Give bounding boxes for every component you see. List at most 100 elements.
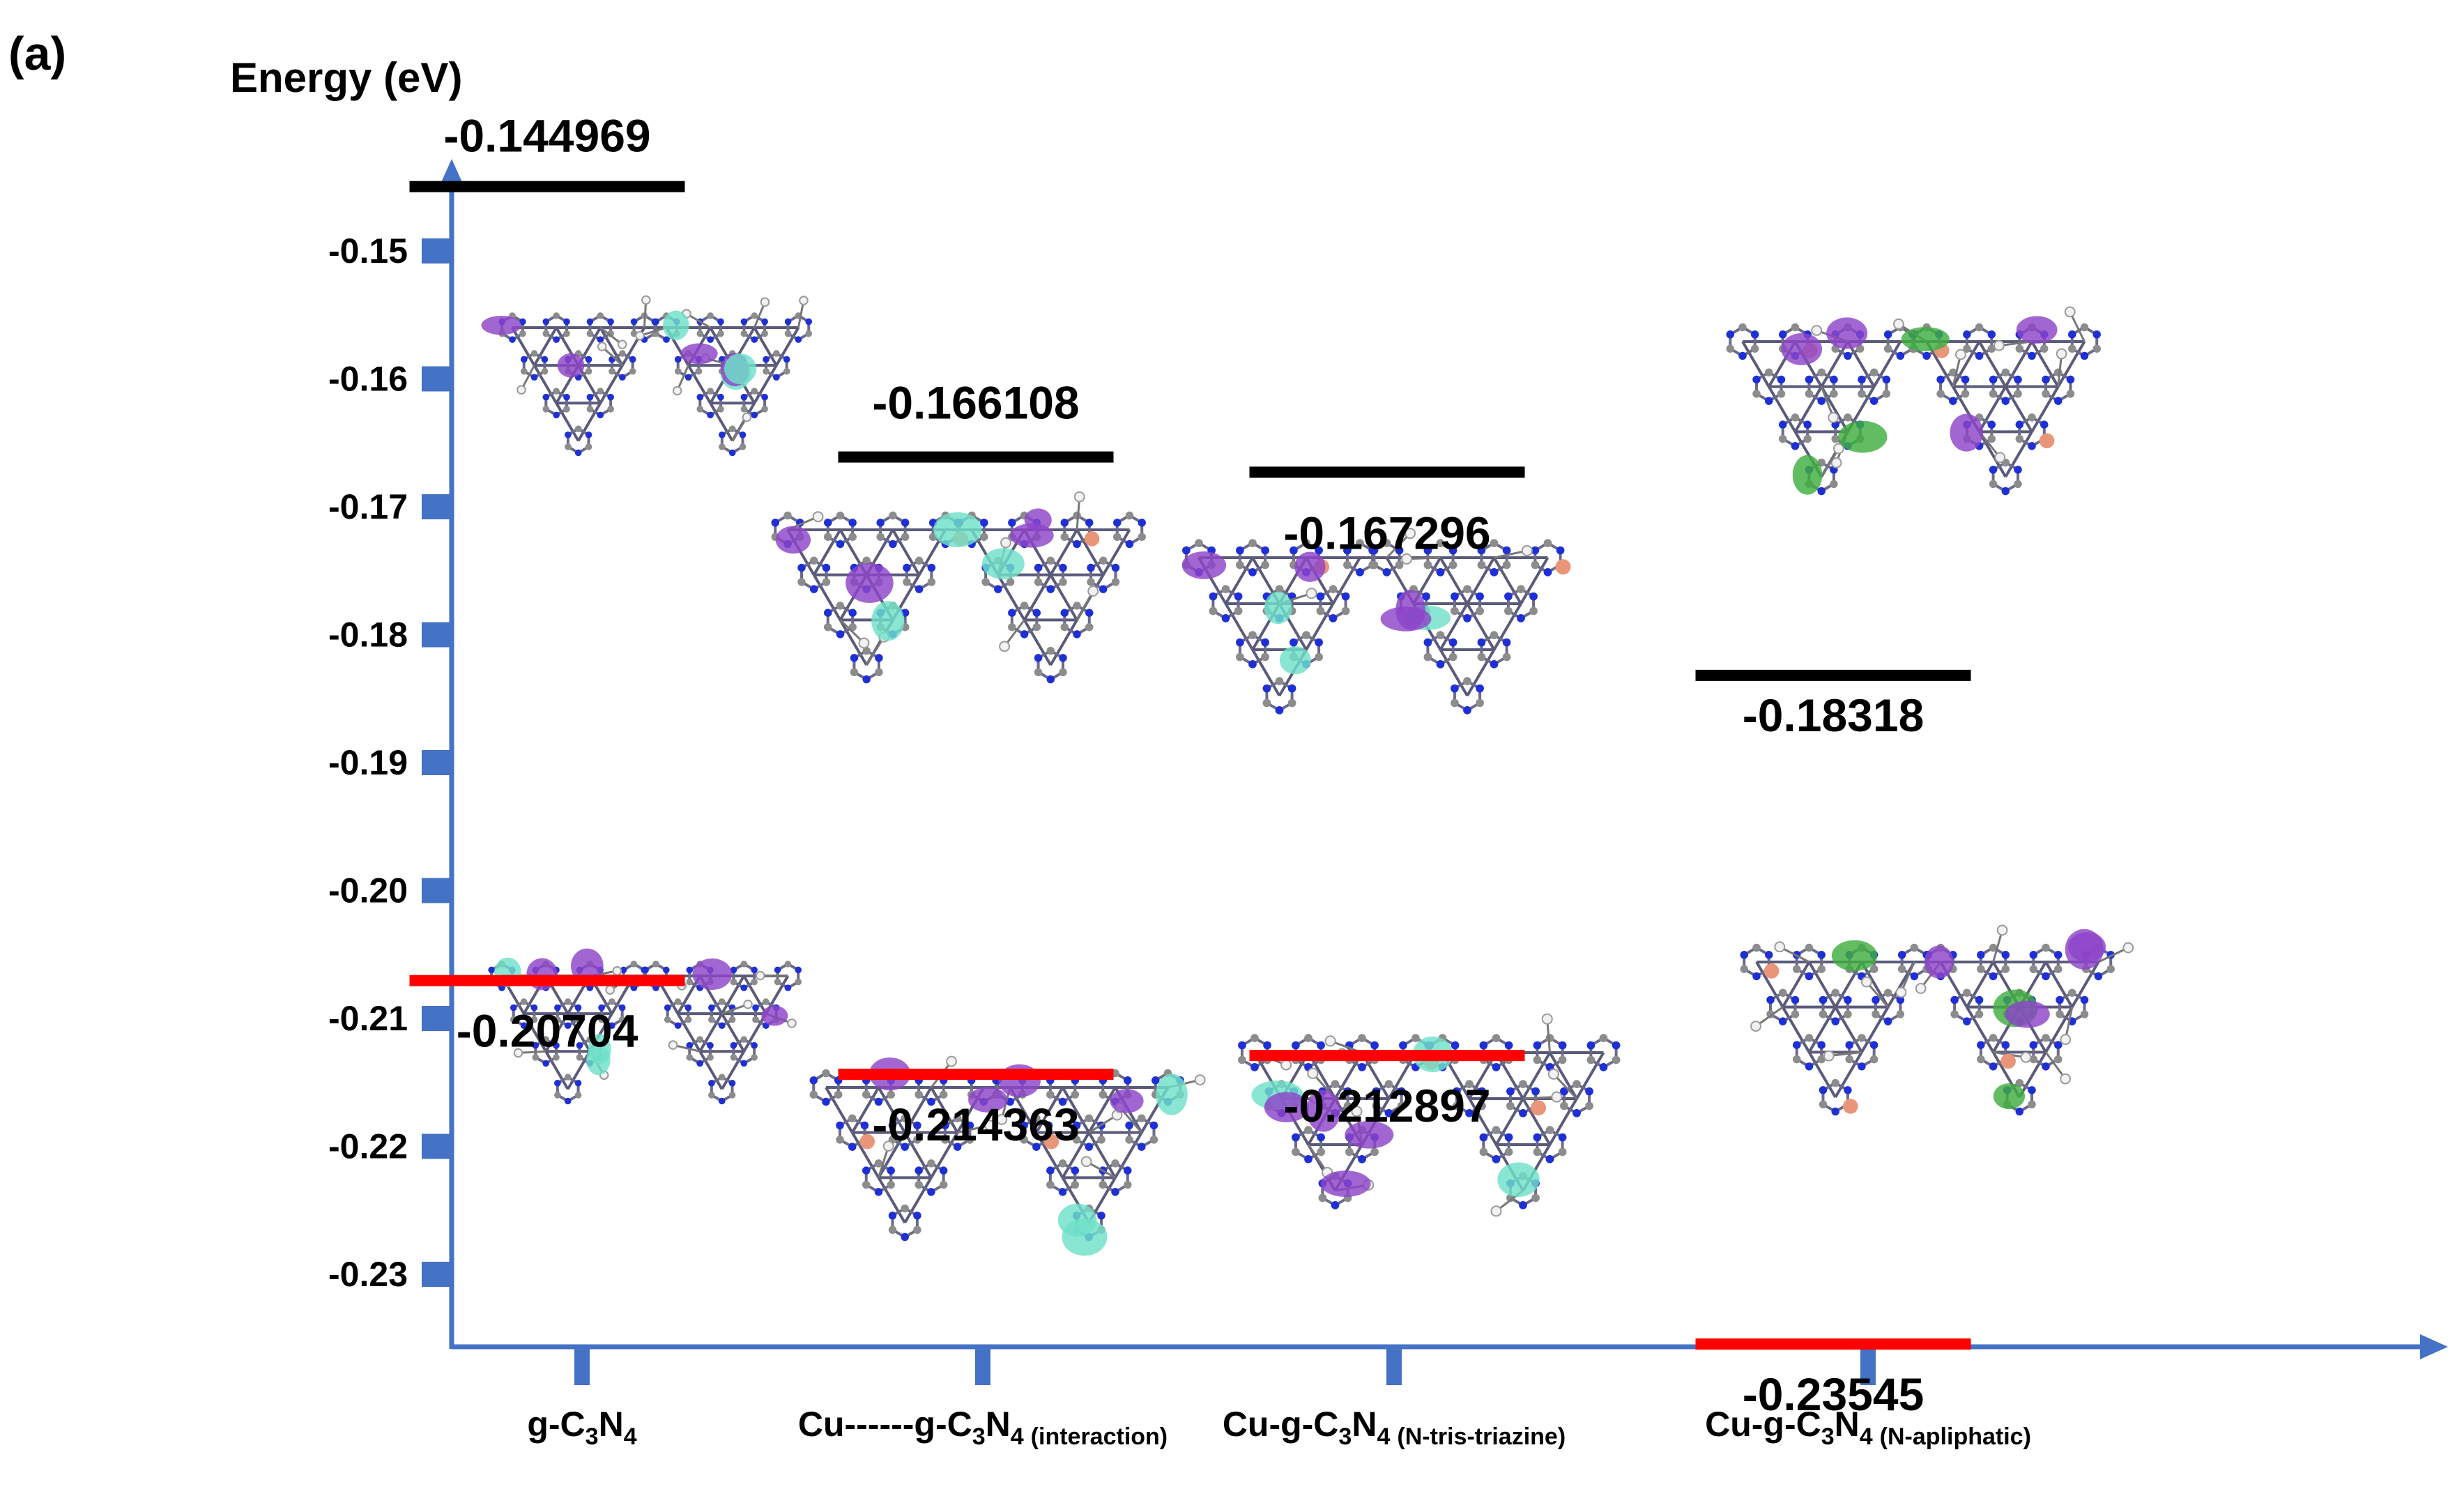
bond: [1076, 496, 1081, 530]
nitrogen-atom: [1531, 546, 1540, 555]
bond: [1782, 961, 1811, 1008]
carbon-atom: [609, 998, 615, 1005]
bond: [1085, 1160, 1116, 1179]
nitrogen-atom: [1831, 1017, 1839, 1025]
nitrogen-atom: [1479, 1133, 1488, 1142]
bond: [877, 1177, 906, 1224]
bond: [533, 365, 558, 404]
nitrogen-atom: [564, 1022, 572, 1030]
bond: [1782, 1006, 1811, 1053]
bond: [775, 326, 800, 367]
orbital-lobe: [724, 353, 757, 385]
nitrogen-atom: [1830, 375, 1838, 384]
carbon-atom: [1740, 965, 1748, 973]
nitrogen-atom: [1060, 609, 1069, 617]
carbon-atom: [717, 330, 724, 337]
bond: [1049, 574, 1078, 621]
nitrogen-atom: [586, 393, 594, 401]
bond: [1494, 549, 1528, 559]
carbon-atom: [1506, 1101, 1515, 1110]
bond: [2004, 431, 2033, 478]
carbon-atom: [684, 1016, 692, 1023]
carbon-atom: [1059, 668, 1067, 677]
nitrogen-atom: [2068, 330, 2076, 339]
copper-atom: [1763, 963, 1780, 979]
nitrogen-atom: [1370, 546, 1379, 555]
nitrogen-atom: [1477, 638, 1486, 647]
nitrogen-atom: [1006, 1097, 1014, 1106]
carbon-atom: [1358, 1034, 1366, 1042]
nitrogen-atom: [862, 675, 871, 684]
nitrogen-atom: [1097, 1212, 1105, 1220]
carbon-atom: [1831, 434, 1839, 443]
nitrogen-atom: [708, 1004, 715, 1011]
nitrogen-atom: [520, 356, 528, 363]
nitrogen-atom: [707, 336, 714, 343]
carbon-atom: [1531, 560, 1540, 570]
y-tick-mark: [422, 1262, 452, 1287]
nitrogen-atom: [1883, 330, 1892, 339]
nitrogen-atom: [1384, 1109, 1393, 1117]
nitrogen-atom: [1138, 519, 1146, 527]
carbon-atom: [1436, 539, 1445, 547]
nitrogen-atom: [752, 1004, 759, 1011]
nitrogen-atom: [717, 318, 724, 326]
nitrogen-atom: [1504, 1133, 1513, 1142]
nitrogen-atom: [664, 1004, 671, 1011]
nitrogen-atom: [1612, 1041, 1621, 1050]
carbon-atom: [1476, 606, 1484, 616]
nitrogen-atom: [2080, 351, 2089, 360]
carbon-atom: [2042, 943, 2050, 952]
carbon-atom: [1318, 1193, 1327, 1202]
carbon-atom: [1060, 533, 1069, 541]
hydrogen-atom: [1811, 325, 1823, 336]
carbon-atom: [1975, 1010, 1984, 1018]
y-tick-label: -0.17: [328, 487, 408, 526]
hydrogen-atom: [1994, 339, 2005, 351]
carbon-atom: [686, 978, 694, 986]
bond: [1439, 602, 1469, 651]
nitrogen-atom: [630, 984, 638, 991]
bond: [2097, 947, 2129, 963]
carbon-atom: [823, 533, 832, 541]
homo-level-line: [1695, 1338, 1971, 1350]
nitrogen-atom: [519, 318, 526, 326]
carbon-atom: [836, 602, 845, 610]
carbon-atom: [574, 1092, 582, 1099]
carbon-atom: [1477, 560, 1486, 570]
nitrogen-atom: [554, 1079, 561, 1087]
carbon-atom: [1490, 631, 1499, 639]
carbon-atom: [836, 511, 845, 520]
carbon-atom: [834, 1090, 843, 1099]
carbon-atom: [707, 312, 714, 319]
nitrogen-atom: [740, 393, 748, 401]
nitrogen-atom: [850, 654, 859, 662]
nitrogen-atom: [2028, 1086, 2036, 1094]
hydrogen-atom: [1893, 318, 1904, 330]
nitrogen-atom: [542, 318, 550, 326]
nitrogen-atom: [771, 519, 779, 527]
nitrogen-atom: [901, 519, 910, 527]
bond: [2004, 340, 2033, 388]
carbon-atom: [553, 388, 560, 395]
panel-label: (a): [8, 27, 66, 80]
nitrogen-atom: [1545, 1155, 1554, 1163]
carbon-atom: [2028, 1100, 2036, 1109]
bond: [2018, 1051, 2047, 1099]
nitrogen-atom: [2056, 995, 2064, 1005]
carbon-atom: [1060, 623, 1069, 632]
carbon-atom: [939, 1090, 948, 1099]
nitrogen-atom: [1476, 592, 1484, 601]
nitrogen-atom: [564, 1097, 572, 1105]
bond: [839, 619, 868, 666]
nitrogen-atom: [809, 1076, 818, 1085]
energy-value-label: -0.166108: [872, 377, 1079, 429]
carbon-atom: [1087, 578, 1095, 586]
nitrogen-atom: [1085, 519, 1094, 527]
lumo-level-line: [838, 451, 1114, 463]
orbital-lobe: [1181, 551, 1227, 579]
carbon-atom: [1124, 1180, 1132, 1189]
nitrogen-atom: [913, 1212, 921, 1220]
carbon-atom: [913, 1225, 921, 1235]
